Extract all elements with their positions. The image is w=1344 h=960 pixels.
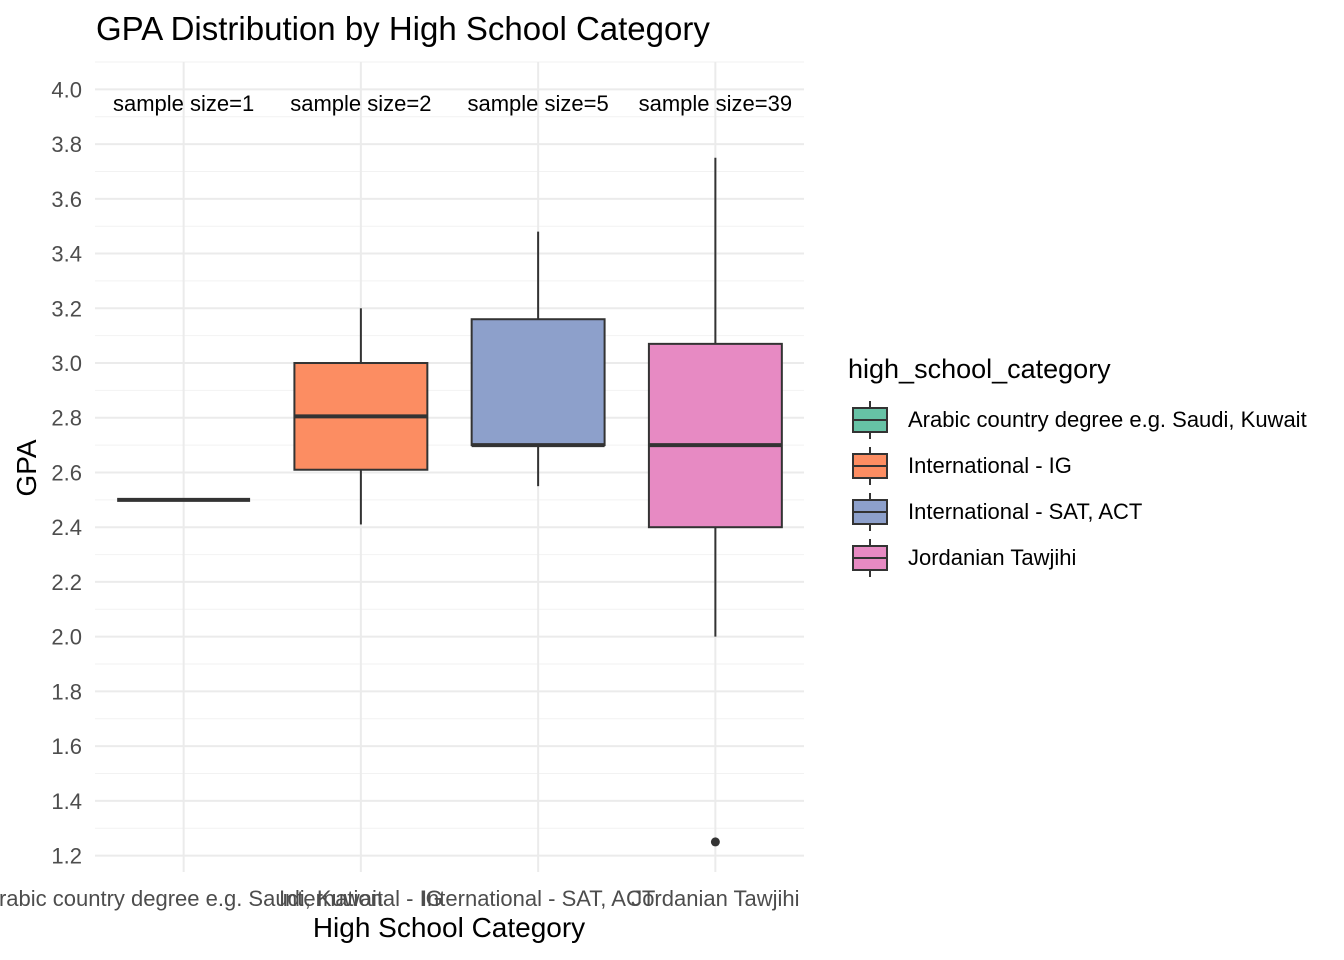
legend-item: Jordanian Tawjihi xyxy=(848,535,1328,581)
x-tick-label: International - IG xyxy=(279,886,443,911)
legend-item: International - IG xyxy=(848,443,1328,489)
y-tick-label: 3.8 xyxy=(51,132,82,157)
y-tick-label: 1.4 xyxy=(51,789,82,814)
legend-key-icon xyxy=(852,401,888,439)
y-tick-label: 4.0 xyxy=(51,77,82,102)
y-tick-label: 3.0 xyxy=(51,351,82,376)
y-tick-label: 1.8 xyxy=(51,679,82,704)
sample-size-annotation: sample size=39 xyxy=(639,91,792,116)
legend-label: International - SAT, ACT xyxy=(908,499,1143,524)
x-tick-label: Arabic country degree e.g. Saudi, Kuwait xyxy=(0,886,383,911)
y-tick-label: 2.6 xyxy=(51,460,82,485)
legend-label: Arabic country degree e.g. Saudi, Kuwait xyxy=(908,407,1307,432)
sample-size-annotation: sample size=1 xyxy=(113,91,254,116)
x-tick-label: International - SAT, ACT xyxy=(421,886,655,911)
legend-item: International - SAT, ACT xyxy=(848,489,1328,535)
y-tick-label: 2.4 xyxy=(51,515,82,540)
legend-key-icon xyxy=(852,447,888,485)
legend-title: high_school_category xyxy=(848,354,1111,384)
sample-size-annotation: sample size=5 xyxy=(468,91,609,116)
legend-key-icon xyxy=(852,539,888,577)
y-tick-label: 1.6 xyxy=(51,734,82,759)
box xyxy=(647,342,783,529)
y-tick-label: 3.2 xyxy=(51,296,82,321)
y-tick-label: 2.8 xyxy=(51,406,82,431)
legend-key-icon xyxy=(852,493,888,531)
x-axis-label: High School Category xyxy=(312,912,586,943)
legend-label: Jordanian Tawjihi xyxy=(908,545,1077,570)
outlier-point xyxy=(710,837,720,847)
y-tick-label: 3.6 xyxy=(51,187,82,212)
chart-title: GPA Distribution by High School Category xyxy=(96,10,710,47)
y-tick-label: 3.4 xyxy=(51,242,82,267)
y-tick-label: 2.0 xyxy=(51,625,82,650)
y-tick-label: 1.2 xyxy=(51,844,82,869)
x-tick-label: Jordanian Tawjihi xyxy=(631,886,799,911)
legend-item: Arabic country degree e.g. Saudi, Kuwait xyxy=(848,397,1328,443)
y-axis-label: GPA xyxy=(11,439,42,497)
y-tick-label: 2.2 xyxy=(51,570,82,595)
sample-size-annotation: sample size=2 xyxy=(290,91,431,116)
legend-label: International - IG xyxy=(908,453,1072,478)
box xyxy=(470,318,606,447)
